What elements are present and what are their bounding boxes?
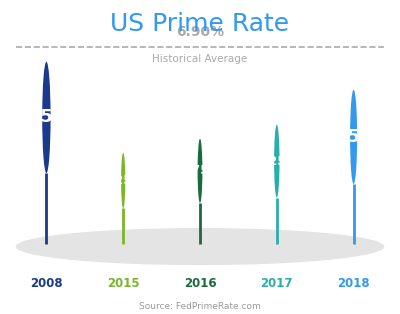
Text: 3.75%: 3.75% (178, 164, 222, 177)
Text: 6.90%: 6.90% (176, 25, 224, 40)
Text: 6.5%: 6.5% (22, 108, 72, 127)
Ellipse shape (350, 90, 357, 184)
Text: 3.25%: 3.25% (102, 174, 145, 187)
Text: 2016: 2016 (184, 277, 216, 290)
Text: 2008: 2008 (30, 277, 63, 290)
Text: 4.25%: 4.25% (255, 155, 298, 168)
Text: Source: FedPrimeRate.com: Source: FedPrimeRate.com (139, 302, 261, 311)
Ellipse shape (198, 139, 202, 203)
Ellipse shape (274, 125, 280, 198)
Ellipse shape (42, 62, 50, 173)
Text: US Prime Rate: US Prime Rate (110, 12, 290, 36)
Ellipse shape (16, 228, 384, 265)
Text: 2015: 2015 (107, 277, 140, 290)
Text: 2018: 2018 (337, 277, 370, 290)
Text: Historical Average: Historical Average (152, 54, 248, 64)
Text: 2017: 2017 (260, 277, 293, 290)
Ellipse shape (121, 153, 125, 208)
Text: 5.5%: 5.5% (329, 128, 379, 146)
